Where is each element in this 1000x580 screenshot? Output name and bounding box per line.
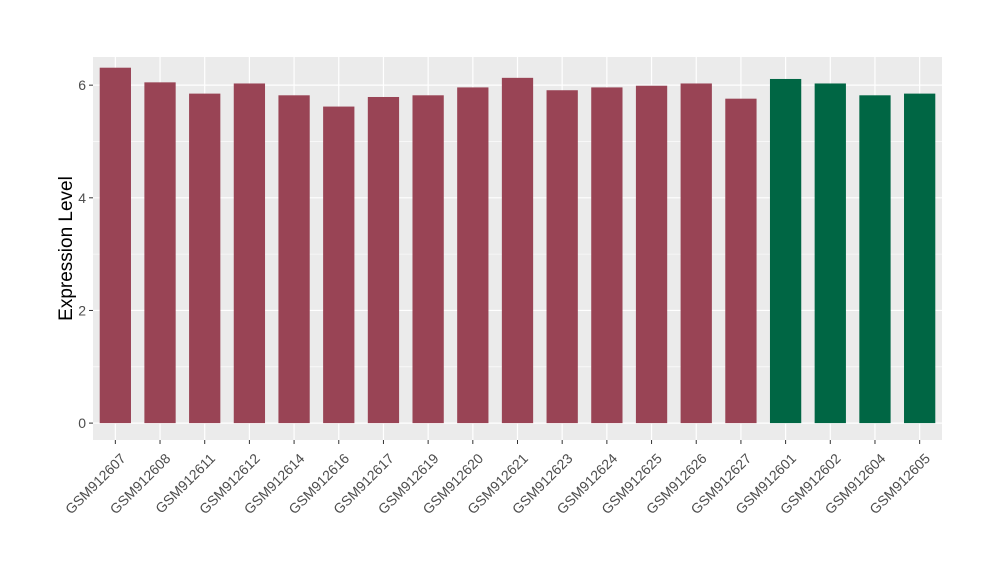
bar-GSM912617 <box>367 96 400 424</box>
y-tick-label: 4 <box>78 190 86 206</box>
bar-GSM912619 <box>412 95 444 424</box>
bar-GSM912623 <box>546 90 578 424</box>
bar-GSM912601 <box>769 78 802 424</box>
y-tick-label: 2 <box>78 302 86 318</box>
bars <box>99 67 936 424</box>
bar-GSM912626 <box>680 83 712 424</box>
y-tick-label: 0 <box>78 415 86 431</box>
bar-GSM912625 <box>635 85 668 424</box>
y-axis: 0 2 4 6 <box>78 77 93 431</box>
bar-GSM912604 <box>859 95 891 424</box>
bar-GSM912605 <box>904 93 936 424</box>
bar-GSM912614 <box>278 95 310 424</box>
bar-GSM912620 <box>457 87 489 424</box>
bar-GSM912611 <box>189 93 221 424</box>
bar-GSM912627 <box>725 98 757 424</box>
bar-GSM912602 <box>814 83 846 424</box>
bar-GSM912608 <box>144 82 176 424</box>
bar-GSM912612 <box>233 83 266 424</box>
bar-GSM912616 <box>323 106 355 424</box>
bar-GSM912624 <box>591 87 623 424</box>
y-axis-title: Expression Level <box>56 176 77 321</box>
y-tick-label: 6 <box>78 77 86 93</box>
x-axis: GSM912607GSM912608GSM912611GSM912612GSM9… <box>62 440 933 517</box>
bar-GSM912621 <box>501 77 534 424</box>
bar-GSM912607 <box>99 67 131 424</box>
